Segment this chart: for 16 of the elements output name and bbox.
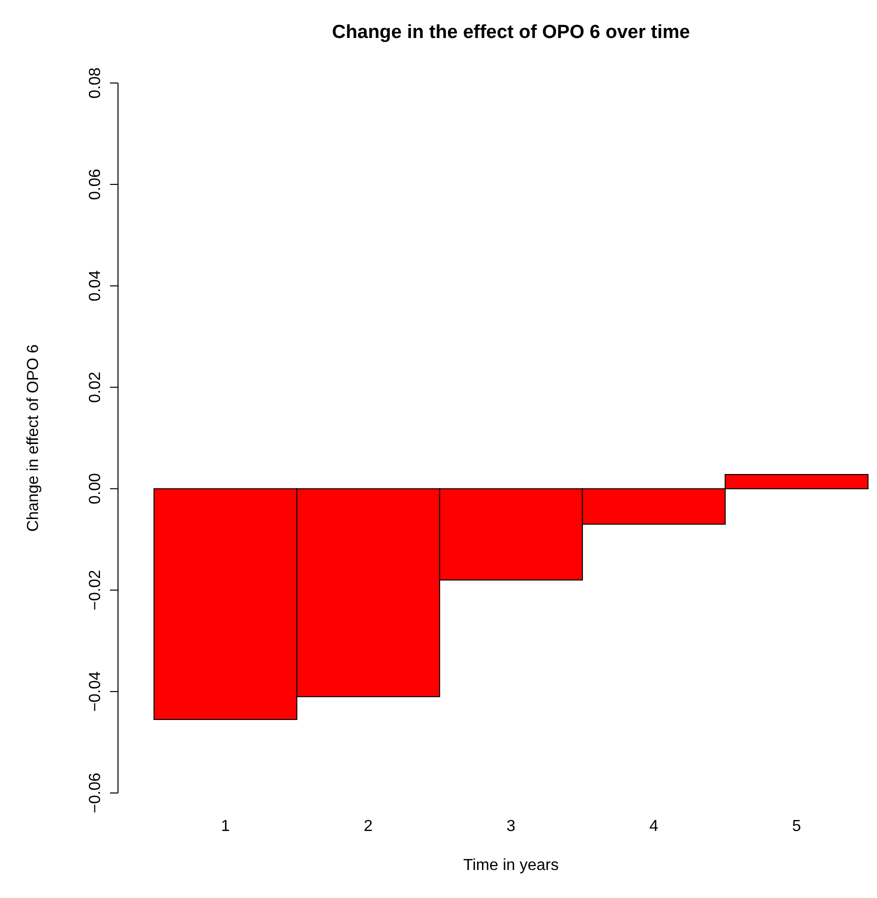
y-tick-label: 0.02 xyxy=(87,372,104,403)
x-tick-label: 4 xyxy=(649,818,658,835)
x-tick-label: 5 xyxy=(792,818,802,835)
y-tick-label: −0.06 xyxy=(87,772,104,814)
x-tick-label: 1 xyxy=(220,818,230,835)
y-tick-label: −0.04 xyxy=(87,671,104,712)
chart-title: Change in the effect of OPO 6 over time xyxy=(332,22,690,43)
x-axis-title: Time in years xyxy=(463,857,559,874)
y-tick-label: −0.02 xyxy=(87,570,104,610)
y-tick-label: 0.06 xyxy=(87,168,104,200)
y-axis-title: Change in effect of OPO 6 xyxy=(25,344,42,532)
y-tick-label: 0.08 xyxy=(87,67,104,99)
x-tick-label: 3 xyxy=(506,818,516,835)
y-tick-label: 0.04 xyxy=(87,270,104,302)
y-tick-label: 0.00 xyxy=(87,473,104,504)
x-tick-label: 2 xyxy=(364,818,373,835)
